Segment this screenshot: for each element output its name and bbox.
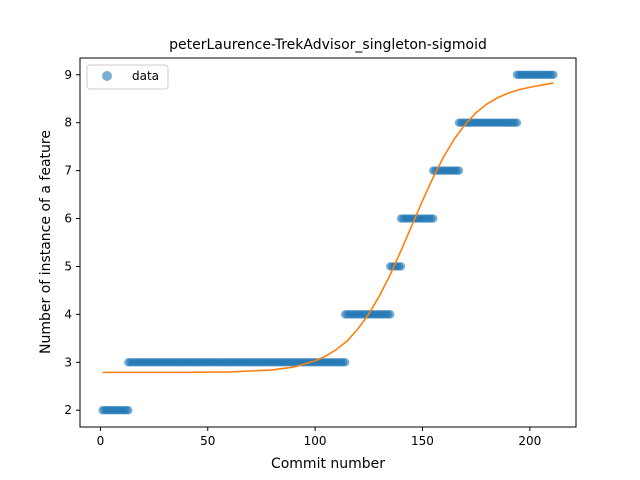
y-tick-label: 4 xyxy=(64,307,72,321)
y-tick-label: 8 xyxy=(64,116,72,130)
x-tick-label: 100 xyxy=(304,434,327,448)
legend-label-data: data xyxy=(132,69,159,83)
x-tick-label: 200 xyxy=(518,434,541,448)
data-point xyxy=(396,262,406,271)
x-tick-label: 50 xyxy=(200,434,215,448)
x-tick-label: 0 xyxy=(97,434,105,448)
sigmoid-fit-line xyxy=(102,82,554,374)
legend: data xyxy=(86,64,169,90)
plot-frame xyxy=(79,57,577,428)
data-point xyxy=(340,358,350,367)
y-tick-label: 6 xyxy=(64,212,72,226)
data-point xyxy=(454,166,464,175)
chart-title: peterLaurence-TrekAdvisor_singleton-sigm… xyxy=(169,37,487,53)
legend-box xyxy=(86,64,169,90)
x-axis-label: Commit number xyxy=(271,456,385,472)
y-tick-label: 5 xyxy=(64,259,72,273)
data-point xyxy=(549,70,558,79)
y-tick-label: 9 xyxy=(64,68,72,82)
y-tick-label: 7 xyxy=(64,164,72,178)
data-point xyxy=(124,406,133,415)
x-tick-label: 150 xyxy=(411,434,434,448)
data-point xyxy=(429,214,438,223)
y-axis-label: Number of instance of a feature xyxy=(38,130,54,354)
plot-area xyxy=(98,70,558,415)
data-point xyxy=(386,310,395,319)
y-tick-label: 3 xyxy=(64,355,72,369)
data-point xyxy=(512,118,522,127)
axis-ticks: 0 50 100 150 200 2 3 4 5 6 7 8 9 xyxy=(64,68,541,448)
y-tick-label: 2 xyxy=(64,403,72,417)
legend-marker-data xyxy=(102,71,112,81)
